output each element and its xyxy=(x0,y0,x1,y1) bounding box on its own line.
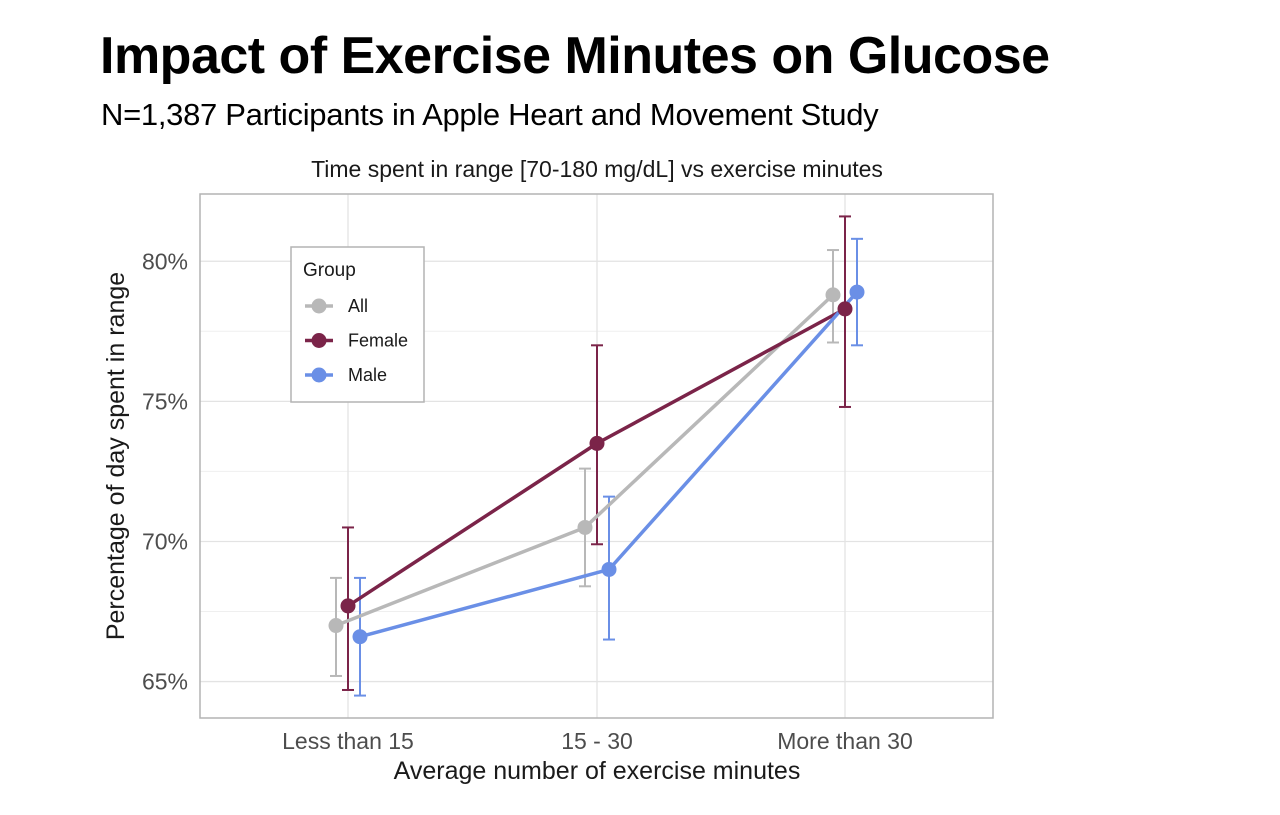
data-point-female xyxy=(837,301,853,317)
legend-label: Female xyxy=(348,331,408,351)
legend-item-female: Female xyxy=(305,331,408,351)
y-tick-labels: 65% 70% 75% 80% xyxy=(142,248,188,694)
plot-panel-border xyxy=(199,193,994,719)
y-tick-label: 65% xyxy=(142,669,188,695)
y-tick-label: 75% xyxy=(142,388,188,414)
data-point-female xyxy=(340,598,356,614)
data-point-female xyxy=(589,435,605,451)
data-point-male xyxy=(352,629,368,645)
x-tick-labels: Less than 15 15 - 30 More than 30 xyxy=(282,728,913,754)
legend-key-point xyxy=(311,298,327,314)
legend-title: Group xyxy=(303,260,356,281)
data-point-all xyxy=(328,618,344,634)
legend-label: Male xyxy=(348,365,387,385)
y-axis-label: Percentage of day spent in range xyxy=(102,272,130,640)
x-tick-label: 15 - 30 xyxy=(561,728,633,754)
data-points-layer xyxy=(328,284,865,645)
x-axis-label: Average number of exercise minutes xyxy=(394,757,801,785)
chart-title: Time spent in range [70-180 mg/dL] vs ex… xyxy=(311,156,883,182)
x-tick-label: Less than 15 xyxy=(282,728,414,754)
legend-items: All Female Male xyxy=(305,296,408,385)
data-point-all xyxy=(577,519,593,535)
page-title: Impact of Exercise Minutes on Glucose xyxy=(100,27,1050,85)
y-tick-label: 80% xyxy=(142,248,188,274)
y-tick-label: 70% xyxy=(142,528,188,554)
legend-label: All xyxy=(348,296,368,316)
legend: Group All Female Male xyxy=(290,246,425,403)
data-point-male xyxy=(849,284,865,300)
legend-key-point xyxy=(311,333,327,348)
x-tick-label: More than 30 xyxy=(777,728,913,754)
legend-item-male: Male xyxy=(305,365,387,385)
data-point-male xyxy=(601,561,617,577)
page-subtitle: N=1,387 Participants in Apple Heart and … xyxy=(101,97,879,132)
legend-item-all: All xyxy=(305,296,368,316)
data-point-all xyxy=(825,287,841,303)
legend-key-point xyxy=(311,367,327,383)
